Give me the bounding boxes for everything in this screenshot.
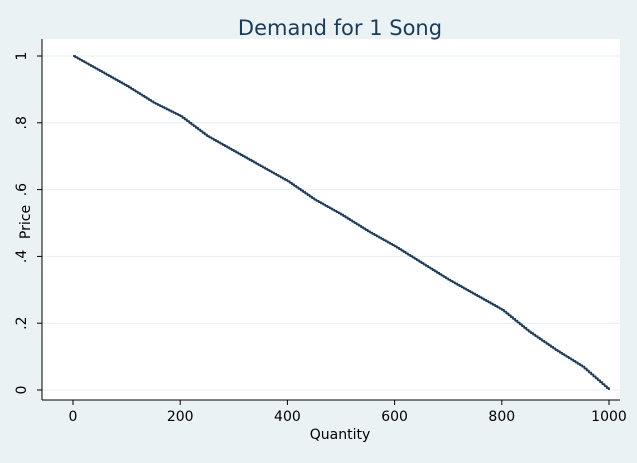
x-tick-label: 600 xyxy=(381,409,408,425)
series-layer xyxy=(73,55,610,390)
y-tick-label: .2 xyxy=(14,317,30,330)
y-tick-label: 1 xyxy=(14,52,30,61)
x-axis-label: Quantity xyxy=(310,427,371,443)
demand-series-line xyxy=(73,55,610,390)
y-tick-label: .8 xyxy=(14,116,30,129)
x-tick-label: 400 xyxy=(274,409,301,425)
y-tick-label: .4 xyxy=(14,250,30,263)
grid-lines xyxy=(42,55,620,391)
y-axis-label: Price xyxy=(18,205,34,239)
x-tick-label: 200 xyxy=(167,409,194,425)
y-tick-label: 0 xyxy=(14,386,30,395)
chart-title: Demand for 1 Song xyxy=(238,16,442,40)
axes: 0 .2 .4 .6 .8 1 0 200 400 600 800 1000 xyxy=(14,39,627,425)
plot-area xyxy=(42,39,620,400)
x-tick-label: 0 xyxy=(69,409,78,425)
x-tick-label: 1000 xyxy=(591,409,627,425)
x-tick-label: 800 xyxy=(488,409,515,425)
y-tick-label: .6 xyxy=(14,183,30,196)
